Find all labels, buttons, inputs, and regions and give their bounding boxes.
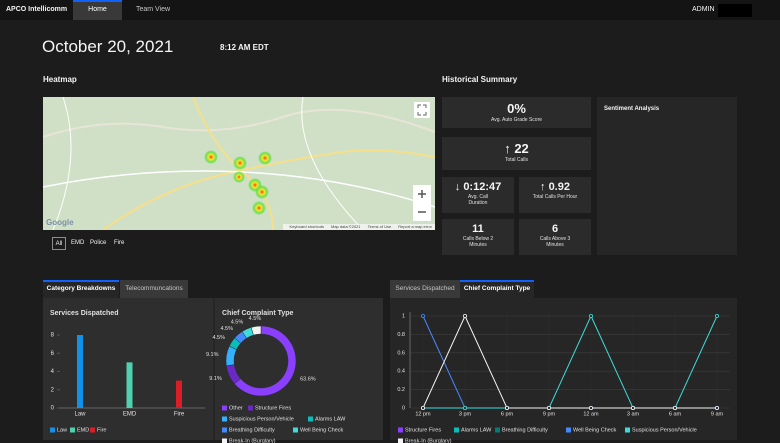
road	[301, 97, 364, 230]
chart-card	[215, 298, 383, 440]
map-link[interactable]: Terms of Use	[367, 224, 392, 229]
nav-tab[interactable]: Home	[73, 0, 122, 20]
card-label: Total Calls	[504, 157, 529, 163]
trend-arrow: ↓	[454, 181, 461, 193]
road	[102, 149, 435, 230]
card-label: Avg. Auto Grade Score	[490, 117, 543, 123]
time: 8:12 AM EDT	[220, 43, 269, 52]
filter-button[interactable]: Police	[90, 240, 107, 246]
card-value: 0.92	[548, 181, 570, 193]
map-attribution: Keyboard shortcuts Map data ©2021 Terms …	[283, 224, 435, 230]
map-link[interactable]: Report a map error	[398, 224, 432, 229]
redaction	[718, 4, 752, 17]
heat-spot	[255, 185, 269, 199]
card-label: Calls Below 2 Minutes	[462, 236, 494, 248]
card-value: 22	[514, 141, 529, 156]
panel-title: Sentiment Analysis	[604, 106, 660, 112]
section-title: Historical Summary	[442, 75, 518, 84]
card-label: Calls Above 3 Minutes	[539, 236, 571, 248]
breakdown-panel	[43, 298, 383, 440]
brand: APCO Intellicomm	[6, 6, 68, 13]
filter-button[interactable]: Fire	[114, 240, 125, 246]
heat-spot	[233, 171, 245, 183]
zoom-control[interactable]	[413, 185, 431, 221]
road	[43, 170, 435, 208]
date: October 20, 2021	[42, 37, 174, 56]
map-logo: Google	[46, 218, 74, 227]
trend-arrow: ↑	[504, 141, 511, 156]
heat-spot	[258, 151, 272, 165]
card-value: 0:12:47	[463, 181, 502, 193]
trend-panel	[390, 298, 737, 440]
card-label: Avg. Call Duration	[468, 194, 488, 206]
summary-card: 6 Calls Above 3 Minutes	[519, 219, 591, 255]
top-bar: APCO Intellicomm Home Team View ADMIN	[0, 0, 780, 20]
heat-spot	[252, 201, 266, 215]
panel-tab[interactable]: Chief Complaint Type	[460, 280, 534, 298]
nav-tab[interactable]: Team View	[135, 6, 171, 13]
card-value: 6	[551, 223, 559, 235]
summary-card: ↓ 0:12:47 Avg. Call Duration	[442, 177, 514, 213]
zoom-icon	[418, 190, 426, 213]
heat-spot	[204, 150, 218, 164]
summary-card: ↑ 0.92 Total Calls Per Hour	[519, 177, 591, 213]
road	[43, 108, 435, 138]
fullscreen-icon	[417, 104, 427, 116]
map[interactable]: Google Keyboard shortcuts Map data ©2021…	[43, 97, 435, 230]
chart-card	[43, 298, 213, 440]
heat-spot	[233, 156, 247, 170]
panel-tab[interactable]: Telecommuncations	[120, 280, 188, 298]
card-value: 11	[472, 223, 484, 235]
section-title: Heatmap	[43, 75, 77, 84]
panel-tab[interactable]: Category Breakdowns	[43, 280, 119, 298]
filter-button[interactable]: EMD	[71, 240, 85, 246]
card-label: Total Calls Per Hour	[532, 194, 578, 200]
summary-card: 0% Avg. Auto Grade Score	[442, 97, 591, 128]
road	[52, 97, 72, 230]
map-canvas	[43, 97, 435, 230]
card-value: 0%	[507, 101, 526, 116]
fullscreen-button[interactable]	[414, 102, 430, 118]
map-link[interactable]: Keyboard shortcuts	[289, 224, 324, 229]
panel-tab[interactable]: Services Dispatched	[390, 280, 460, 298]
map-link: Map data ©2021	[331, 224, 361, 229]
sentiment-panel: Sentiment Analysis	[597, 97, 737, 255]
summary-card: ↑ 22 Total Calls	[442, 137, 591, 170]
summary-card: 11 Calls Below 2 Minutes	[442, 219, 514, 255]
user-name[interactable]: ADMIN	[692, 6, 715, 13]
trend-arrow: ↑	[540, 181, 546, 193]
filter-button[interactable]: All	[52, 237, 66, 250]
